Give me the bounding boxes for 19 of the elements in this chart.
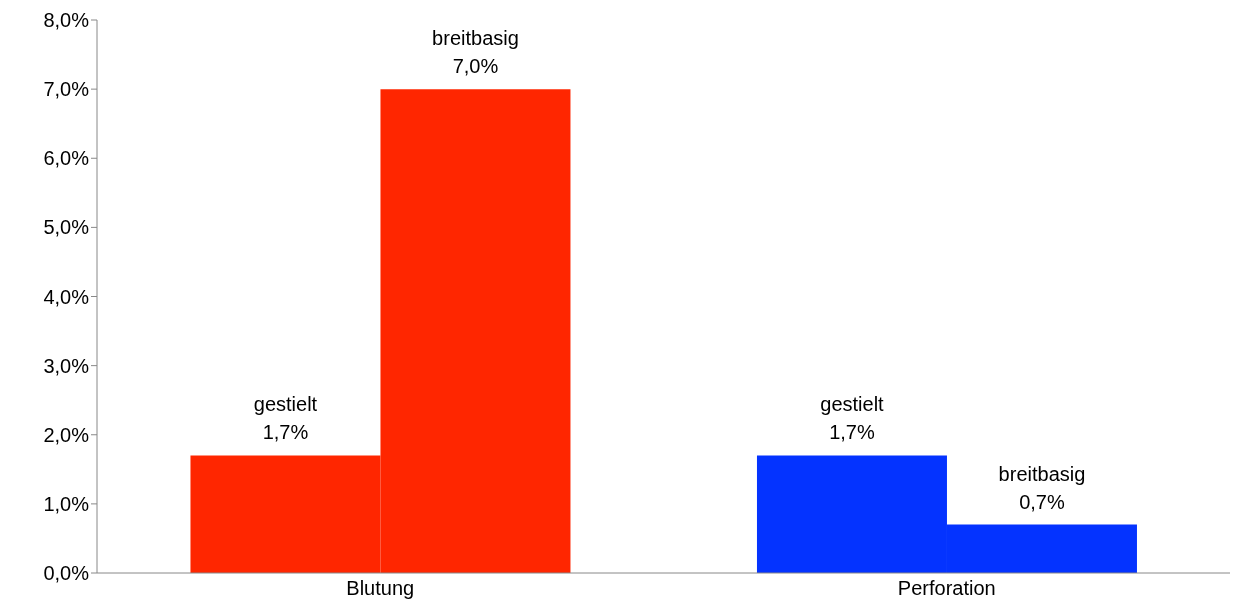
y-tick-label: 5,0%: [43, 216, 90, 239]
text: breitbasig: [998, 462, 1086, 485]
y-tick-label: 2,0%: [43, 423, 90, 446]
data-label: 7,0%: [452, 55, 499, 78]
x-tick-label: Blutung: [346, 577, 415, 600]
y-tick-label: 3,0%: [43, 354, 90, 377]
y-tick-label: 8,0%: [43, 9, 90, 32]
data-label: 1,7%: [829, 421, 875, 444]
text: gestielt: [820, 393, 884, 416]
data-label: 1,7%: [262, 421, 309, 444]
series-label: breitbasig: [432, 27, 519, 50]
series-label: gestielt: [253, 393, 318, 416]
x-tick-label: Perforation: [897, 577, 996, 600]
y-tick-label: 4,0%: [43, 285, 90, 308]
data-label: 0,7%: [1019, 490, 1065, 513]
y-tick-label: 6,0%: [43, 147, 90, 170]
y-tick-label: 7,0%: [43, 78, 90, 101]
y-tick-label: 0,0%: [43, 562, 90, 585]
y-tick-label: 1,0%: [43, 492, 90, 515]
